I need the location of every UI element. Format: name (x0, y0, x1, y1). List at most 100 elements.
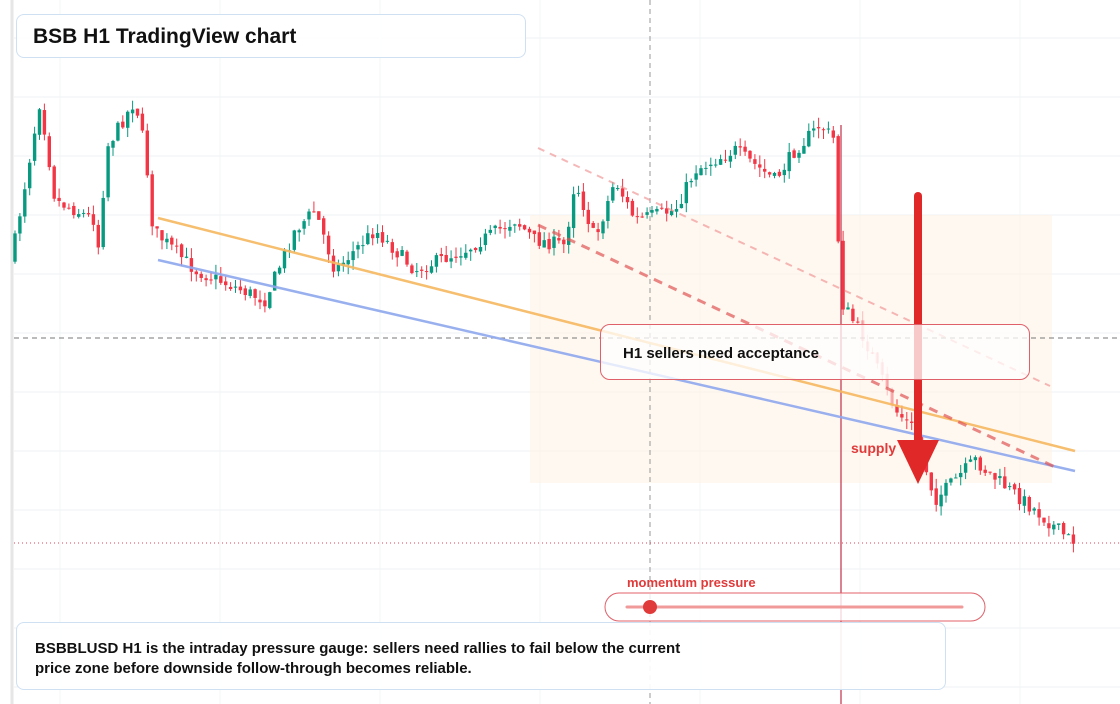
candle-body (718, 159, 723, 165)
footer: BSBBLUSD H1 is the intraday pressure gau… (16, 622, 946, 690)
candle-body (567, 226, 571, 245)
candle-body (454, 256, 458, 258)
candle-body (434, 255, 439, 267)
candle-body (214, 274, 218, 280)
candle-body (1052, 524, 1056, 530)
candle-body (993, 473, 997, 480)
candle-body (704, 167, 708, 169)
candle-body (263, 300, 267, 307)
candle-body (62, 202, 66, 208)
candle-body (689, 180, 693, 183)
candle-body (130, 109, 135, 114)
candle-body (846, 307, 850, 310)
candle-body (532, 230, 537, 235)
candle-body (228, 286, 233, 290)
candle-body (346, 260, 350, 265)
candle-body (694, 173, 698, 180)
candle-body (831, 130, 835, 138)
candle-body (527, 228, 532, 233)
candle-body (836, 136, 840, 242)
candle-body (395, 251, 399, 258)
candle-body (248, 289, 252, 296)
candle-body (596, 229, 600, 233)
candle-body (714, 164, 718, 166)
candle-body (380, 232, 385, 243)
gauge-label: momentum pressure (627, 575, 756, 590)
candle-body (1066, 534, 1071, 536)
candle-body (204, 278, 208, 281)
candle-body (606, 201, 610, 221)
candle-body (91, 214, 96, 225)
candle-body (415, 271, 419, 273)
candle-body (900, 414, 904, 418)
candle-body (224, 281, 228, 286)
candle-body (209, 279, 213, 281)
title: BSB H1 TradingView chart (16, 14, 526, 58)
candle-body (669, 210, 674, 216)
candle-body (189, 258, 194, 272)
candle-body (684, 182, 688, 204)
candle-body (890, 389, 894, 406)
candle-body (390, 242, 394, 253)
candle-body (655, 208, 659, 212)
candle-body (1003, 476, 1007, 489)
candle-body (366, 233, 370, 245)
candle-body (498, 226, 502, 229)
footer-line: price zone before downside follow-throug… (35, 660, 472, 677)
candle-body (351, 251, 355, 261)
candle-body (645, 212, 649, 215)
candle-body (743, 146, 747, 152)
candle-body (238, 286, 243, 291)
candle-body (150, 174, 154, 227)
candle-body (625, 196, 630, 203)
candle-body (292, 230, 296, 250)
candle-body (160, 230, 164, 241)
candle-body (998, 476, 1002, 479)
candle-body (816, 127, 821, 129)
candle-body (988, 471, 992, 473)
candle-body (184, 256, 189, 258)
candle-body (728, 155, 733, 162)
candle-body (571, 194, 576, 229)
candle-body (635, 216, 639, 218)
candle-body (307, 211, 311, 220)
candle-body (856, 321, 860, 323)
candle-body (199, 273, 203, 278)
candle-body (802, 145, 806, 154)
candle-body (116, 122, 120, 141)
candle-body (733, 145, 737, 155)
candle-body (699, 168, 703, 176)
gauge-knob (643, 600, 657, 614)
candle-body (101, 197, 105, 248)
candle-body (787, 152, 791, 172)
candle-body (483, 233, 488, 246)
candle-body (194, 271, 198, 275)
candle-body (557, 238, 561, 241)
candle-body (444, 254, 448, 262)
candle-body (106, 146, 110, 198)
candle-body (777, 171, 782, 176)
candle-body (439, 254, 443, 257)
candle-body (405, 251, 409, 265)
candle-body (243, 288, 247, 296)
candle-body (400, 250, 404, 256)
candle-body (175, 245, 179, 247)
candle-body (547, 238, 551, 250)
candle-body (807, 130, 811, 147)
candle-body (420, 269, 424, 271)
candle-body (513, 224, 517, 226)
candle-body (562, 239, 566, 245)
candle-body (826, 128, 831, 130)
candle-body (738, 146, 742, 148)
candle-body (385, 240, 390, 242)
candle-body (1057, 523, 1061, 525)
candle-body (954, 477, 958, 479)
candle-body (155, 226, 159, 229)
candle-body (601, 221, 605, 234)
zone-label: supply (851, 440, 897, 456)
candle-body (508, 226, 512, 231)
candle-body (537, 232, 541, 246)
candle-body (258, 299, 262, 303)
candle-body (709, 164, 713, 167)
candle-body (233, 286, 238, 288)
